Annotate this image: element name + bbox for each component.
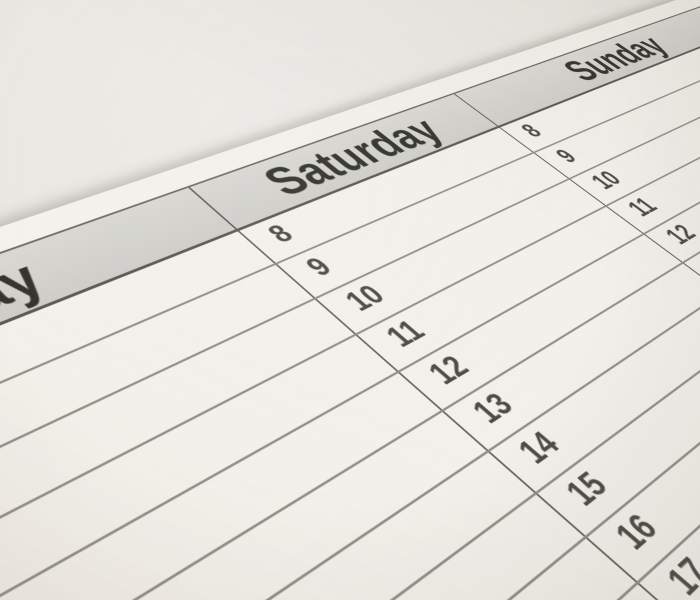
planner-page: Friday Saturday Sunday 88899910101011111… — [0, 0, 700, 600]
planner-photo-scene: Friday Saturday Sunday 88899910101011111… — [0, 0, 700, 600]
hour-rows: 8889991010101111111212121313131414141515… — [0, 0, 700, 600]
